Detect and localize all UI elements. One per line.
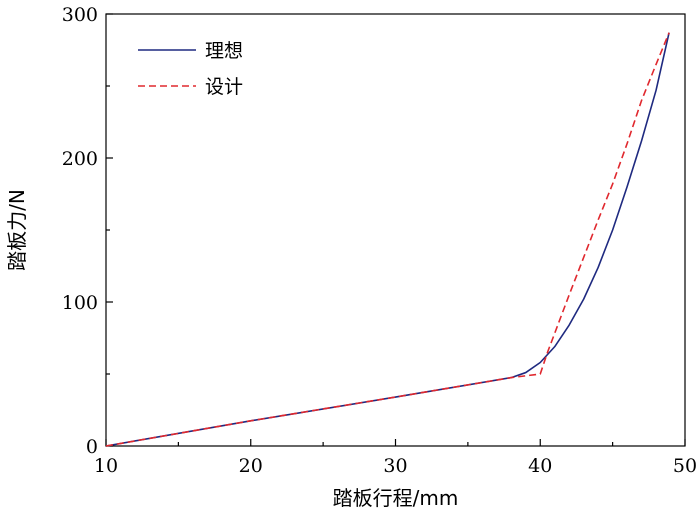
y-tick-label: 0 xyxy=(86,436,98,458)
x-axis-title: 踏板行程/mm xyxy=(333,486,459,510)
series-line-1 xyxy=(105,32,670,447)
y-tick-label: 100 xyxy=(62,292,98,314)
y-tick-label: 300 xyxy=(62,4,98,26)
x-tick-label: 40 xyxy=(528,455,552,477)
legend-label-2: 设计 xyxy=(205,76,243,98)
x-tick-label: 20 xyxy=(239,455,263,477)
legend-label-1: 理想 xyxy=(205,40,243,62)
tick-labels: 10 20 30 40 50 0 100 200 300 xyxy=(62,4,697,477)
series-line-2 xyxy=(105,32,670,447)
series-layer xyxy=(105,32,670,447)
y-axis-title: 踏板力/N xyxy=(5,189,29,271)
x-tick-label: 10 xyxy=(94,455,118,477)
plot-frame xyxy=(105,13,686,447)
y-tick-label: 200 xyxy=(62,148,98,170)
x-tick-label: 30 xyxy=(383,455,407,477)
x-tick-label: 50 xyxy=(673,455,697,477)
axis-ticks xyxy=(105,13,686,447)
